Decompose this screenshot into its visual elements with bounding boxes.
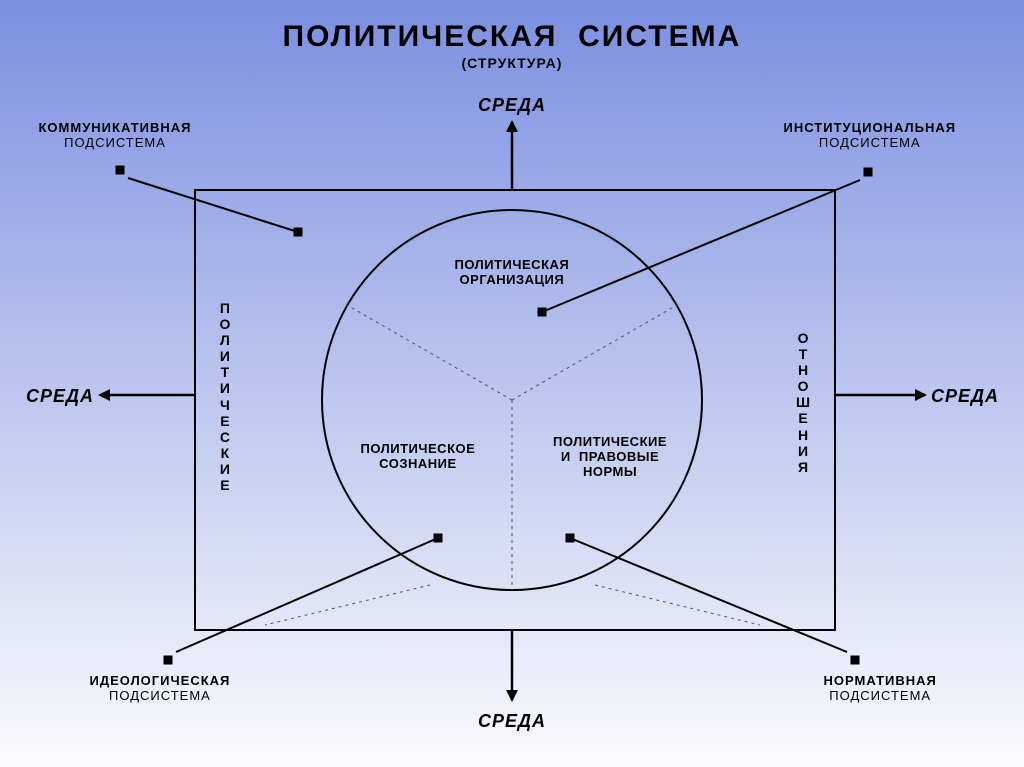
divider-2 (512, 305, 677, 400)
inner-marker-3 (566, 534, 575, 543)
marker-institutional (864, 168, 873, 177)
env-label-top: СРЕДА (478, 95, 546, 116)
connector-ideological (176, 538, 438, 652)
vertical-right: ОТНОШЕНИЯ (796, 330, 810, 475)
inner-marker-2 (434, 534, 443, 543)
sector-top: ПОЛИТИЧЕСКАЯ ОРГАНИЗАЦИЯ (455, 258, 570, 288)
connector-institutional (542, 180, 860, 312)
title-sub: (СТРУКТУРА) (462, 55, 563, 71)
subsystem-title: ИДЕОЛОГИЧЕСКАЯ (90, 674, 231, 689)
connector-communicative (128, 178, 298, 232)
inner-marker-1 (538, 308, 547, 317)
subsystem-subline: ПОДСИСТЕМА (39, 136, 192, 151)
env-label-bottom: СРЕДА (478, 711, 546, 732)
subsystem-subline: ПОДСИСТЕМА (90, 689, 231, 704)
subsystem-communicative: КОММУНИКАТИВНАЯПОДСИСТЕМА (39, 121, 192, 151)
sector-left: ПОЛИТИЧЕСКОЕ СОЗНАНИЕ (361, 442, 476, 472)
subsystem-title: КОММУНИКАТИВНАЯ (39, 121, 192, 136)
vertical-left: ПОЛИТИЧЕСКИЕ (220, 300, 231, 493)
marker-normative (851, 656, 860, 665)
subsystem-title: ИНСТИТУЦИОНАЛЬНАЯ (784, 121, 957, 136)
inner-marker-0 (294, 228, 303, 237)
title-main: ПОЛИТИЧЕСКАЯ СИСТЕМА (283, 20, 742, 55)
subsystem-subline: ПОДСИСТЕМА (824, 689, 937, 704)
diagram-canvas: ПОЛИТИЧЕСКАЯ СИСТЕМА(СТРУКТУРА) СРЕДА СРЕД… (0, 0, 1024, 767)
subsystem-normative: НОРМАТИВНАЯПОДСИСТЕМА (824, 674, 937, 704)
env-label-right: СРЕДА (931, 386, 999, 407)
outer-box (195, 190, 835, 630)
subsystem-institutional: ИНСТИТУЦИОНАЛЬНАЯПОДСИСТЕМА (784, 121, 957, 151)
connector-normative (570, 538, 847, 652)
marker-ideological (164, 656, 173, 665)
subsystem-subline: ПОДСИСТЕМА (784, 136, 957, 151)
subsystem-ideological: ИДЕОЛОГИЧЕСКАЯПОДСИСТЕМА (90, 674, 231, 704)
env-label-left: СРЕДА (26, 386, 94, 407)
subsystem-title: НОРМАТИВНАЯ (824, 674, 937, 689)
divider-1 (347, 305, 512, 400)
sector-right: ПОЛИТИЧЕСКИЕ И ПРАВОВЫЕ НОРМЫ (553, 435, 667, 480)
marker-communicative (116, 166, 125, 175)
